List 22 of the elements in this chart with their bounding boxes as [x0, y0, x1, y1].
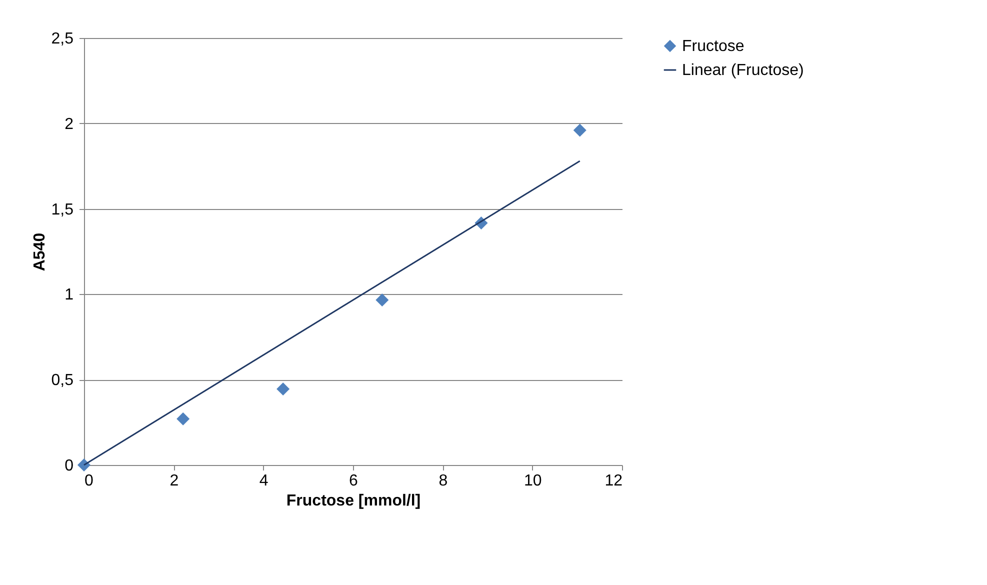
y-tick-label: 0,5 [51, 372, 74, 390]
x-tick-label: 12 [604, 472, 623, 490]
x-tick-label: 8 [438, 472, 448, 490]
point [176, 412, 190, 426]
point [573, 124, 586, 137]
x-tick-label: 2 [170, 472, 179, 490]
legend-label: Fructose [682, 38, 744, 55]
y-tick-label: 1 [64, 286, 74, 304]
point [77, 458, 91, 472]
x-tick-label: 10 [524, 472, 542, 490]
point [376, 293, 389, 307]
y-tick-label: 1,5 [51, 201, 74, 218]
x-tick-label: 0 [84, 472, 94, 490]
y-axis-title: A540 [31, 232, 48, 272]
x-axis-title: Fructose [mmol/l] [286, 492, 421, 510]
y-tick-label: 2 [64, 116, 74, 133]
y-tick-label: 0 [64, 458, 74, 474]
y-tick-label: 2,5 [51, 30, 74, 48]
x-tick-label: 4 [259, 472, 268, 490]
point [276, 382, 290, 396]
x-tick-label: 6 [349, 472, 358, 490]
legend-label: Linear (Fructose) [682, 62, 804, 79]
